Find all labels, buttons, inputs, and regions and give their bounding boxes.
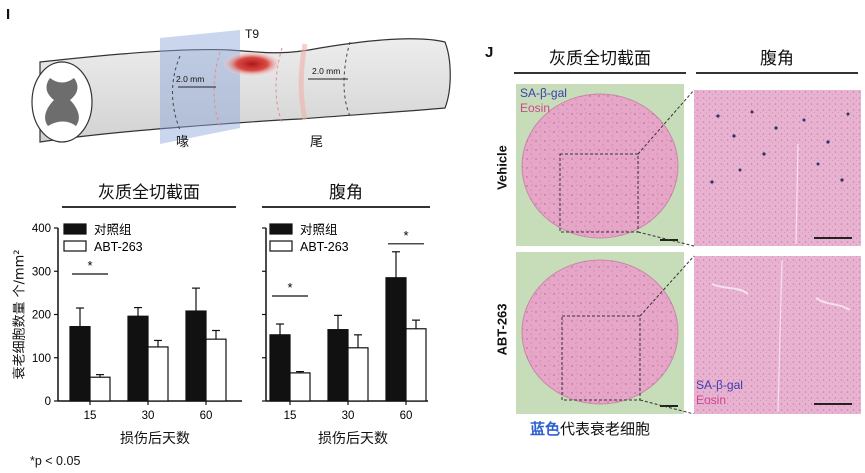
chart-1-title: 灰质全切截面 [98,183,200,203]
row-label-abt263: ABT-263 [494,303,510,356]
x-tick-label: 30 [342,410,355,422]
chart-1-xlabel: 损伤后天数 [120,431,190,447]
legend-swatch-vehicle [63,223,87,235]
bar-abt263 [405,328,427,402]
legend-swatch-abt263 [269,240,293,252]
y-tick-label: 0 [45,396,51,408]
significance-star: * [87,258,92,273]
y-tick-label: 400 [32,223,51,235]
vehicle-whole-section [516,84,684,246]
y-tick-label: 200 [32,310,51,322]
abt263-whole-section [516,252,684,414]
significance-star: * [287,280,292,295]
stain-label-eosin-top: Eosin [520,101,551,115]
dim-label-right: 2.0 mm [312,66,341,76]
legend-label-abt263: ABT-263 [300,240,349,254]
footnote: *p < 0.05 [30,454,81,468]
chart-2-title: 腹角 [329,183,363,203]
panel-i-letter: I [6,6,11,23]
j-header-ventral-horn: 腹角 [760,49,794,69]
vehicle-ventral-horn [694,90,861,246]
caudal-label: 尾 [310,135,324,150]
abt263-ventral-horn [694,256,861,414]
t9-label: T9 [245,27,260,41]
y-tick-label: 100 [32,353,51,365]
legend-label-vehicle: 对照组 [94,223,132,237]
chart-ventral-horn: 15 30 60 * * 对照组 ABT-263 [262,223,428,422]
x-tick-label: 60 [400,410,413,422]
bar-vehicle [327,329,349,402]
stain-label-sa-gal-bottom: SA-β-gal [696,378,743,392]
x-tick-label: 60 [200,410,213,422]
stain-label-eosin-bottom: Eosin [696,393,727,407]
chart-gray-matter: 0 100 200 300 400 15 30 60 * 对照组 ABT-263 [32,223,242,422]
j-caption: 蓝色代表衰老细胞 [530,418,650,439]
significance-star: * [403,228,408,243]
y-tick-label: 300 [32,266,51,278]
j-header-whole-section: 灰质全切截面 [549,49,651,69]
bar-abt263 [205,338,227,402]
j-header-rule-1 [514,72,686,74]
j-caption-rest: 代表衰老细胞 [560,420,651,438]
x-tick-label: 15 [284,410,297,422]
bar-abt263 [347,347,369,402]
x-tick-label: 30 [142,410,155,422]
rostral-label: 喙 [176,135,190,150]
bar-abt263 [89,376,111,402]
stain-label-sa-gal-top: SA-β-gal [520,86,567,100]
bar-vehicle [127,315,149,402]
row-label-vehicle: Vehicle [494,145,510,190]
spinal-cord-diagram [31,30,451,144]
j-caption-highlight: 蓝色 [530,420,561,438]
chart-1-title-rule [62,206,236,208]
bar-vehicle [185,310,207,402]
j-header-rule-2 [696,72,858,74]
legend-swatch-abt263 [63,240,87,252]
bar-vehicle [69,326,91,402]
histology-micrographs [516,84,861,414]
chart-2-title-rule [262,206,430,208]
bar-vehicle [269,334,291,402]
legend-label-vehicle: 对照组 [300,223,338,237]
legend-label-abt263: ABT-263 [94,240,143,254]
bar-abt263 [147,346,169,402]
dim-label-left: 2.0 mm [176,74,205,84]
bar-vehicle [385,277,407,402]
x-tick-label: 15 [84,410,97,422]
cord-body [39,38,451,143]
gray-matter-butterfly [45,78,79,126]
legend-swatch-vehicle [269,223,293,235]
chart-2-xlabel: 损伤后天数 [318,431,388,447]
bar-abt263 [289,372,311,402]
panel-j-letter: J [485,44,494,61]
lesion-site [224,52,280,76]
